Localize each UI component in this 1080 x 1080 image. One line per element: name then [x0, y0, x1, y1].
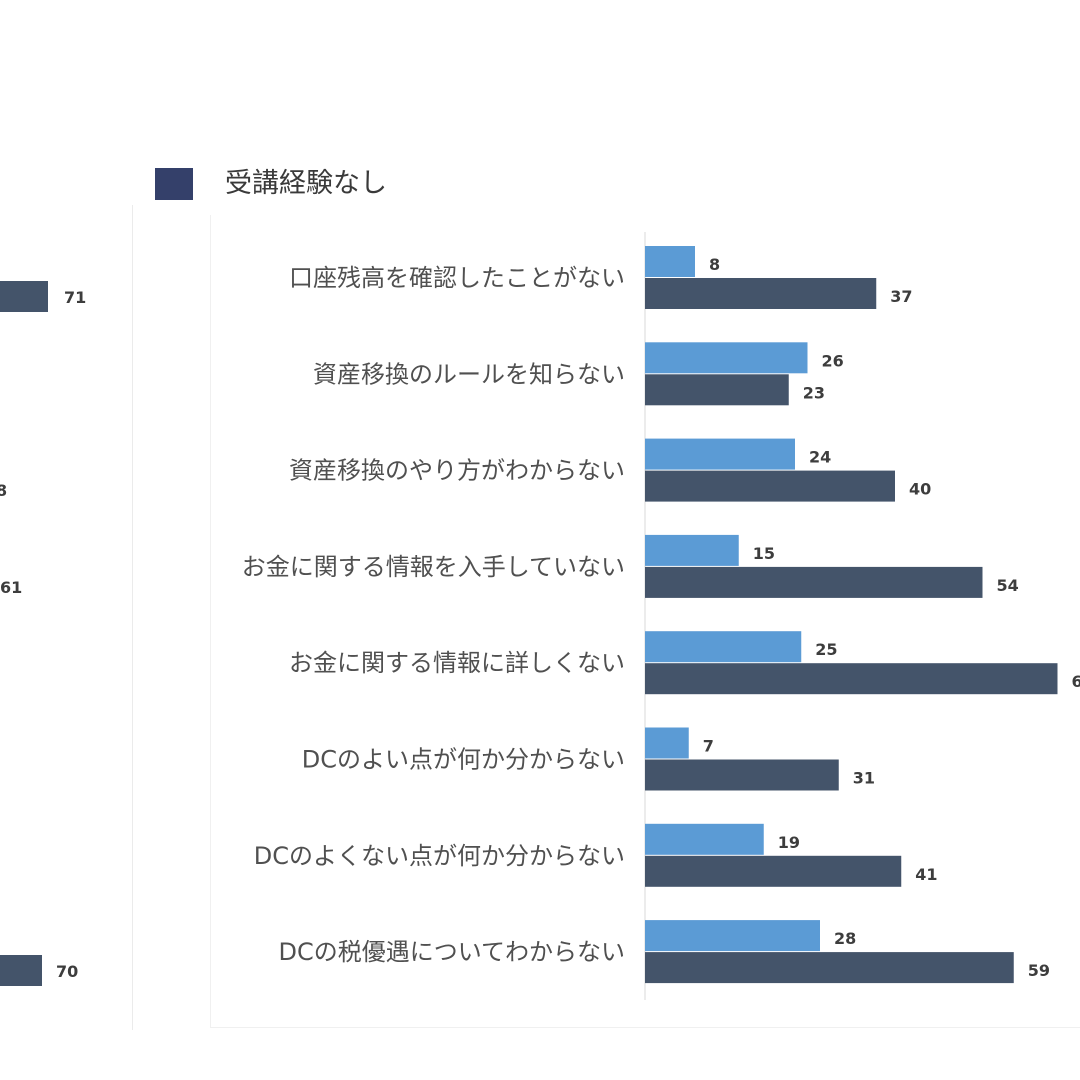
value-label-series-b: 37 — [890, 287, 912, 306]
category-label: DCの税優遇についてわからない — [278, 938, 625, 966]
bar-series-a — [645, 438, 795, 470]
bar-series-a — [645, 342, 808, 374]
value-label-series-b: 41 — [915, 865, 937, 884]
left-bar-partial — [0, 281, 48, 312]
bar-series-b — [645, 759, 839, 791]
bar-series-b — [645, 855, 902, 887]
category-label: DCのよくない点が何か分からない — [254, 842, 625, 870]
value-label-series-b: 31 — [853, 769, 875, 788]
category-label: 資産移換のルールを知らない — [313, 360, 625, 388]
value-label-series-b: 6 — [1072, 672, 1080, 691]
bar-series-a — [645, 246, 695, 277]
value-label-series-b: 59 — [1028, 961, 1050, 980]
left-value-label: 70 — [56, 962, 78, 981]
value-label-series-b: 23 — [803, 383, 825, 402]
left-value-label: 61 — [0, 578, 22, 597]
value-label-series-b: 40 — [909, 480, 931, 499]
left-bar-partial — [0, 955, 42, 986]
value-label-series-a: 24 — [809, 448, 831, 467]
value-label-series-a: 19 — [778, 833, 800, 852]
left-value-label: 71 — [64, 288, 86, 307]
value-label-series-a: 8 — [709, 255, 720, 274]
value-label-series-a: 15 — [753, 544, 775, 563]
value-label-series-a: 26 — [822, 351, 844, 370]
value-label-series-a: 28 — [834, 929, 856, 948]
bar-series-a — [645, 823, 764, 855]
value-label-series-a: 25 — [815, 640, 837, 659]
legend-label: 受講経験なし — [225, 168, 387, 199]
category-label: DCのよい点が何か分からない — [302, 746, 625, 774]
bar-series-a — [645, 534, 739, 566]
bar-series-b — [645, 663, 1058, 695]
left-chart-panel — [0, 205, 133, 1030]
category-label: お金に関する情報に詳しくない — [289, 649, 625, 677]
bar-series-b — [645, 566, 983, 598]
bar-series-b — [645, 470, 895, 502]
legend-swatch — [155, 168, 193, 200]
value-label-series-b: 54 — [997, 576, 1019, 595]
bar-series-a — [645, 727, 689, 759]
category-label: 口座残高を確認したことがない — [289, 264, 625, 292]
bar-series-a — [645, 920, 820, 952]
category-label: 資産移換のやり方がわからない — [289, 457, 625, 485]
right-chart-panel — [210, 215, 1080, 1028]
left-value-label: 8 — [0, 481, 7, 500]
bar-series-a — [645, 631, 802, 663]
value-label-series-a: 7 — [703, 737, 714, 756]
bar-series-b — [645, 952, 1014, 984]
category-label: お金に関する情報を入手していない — [242, 553, 625, 581]
bar-series-b — [645, 374, 789, 406]
bar-series-b — [645, 278, 877, 309]
